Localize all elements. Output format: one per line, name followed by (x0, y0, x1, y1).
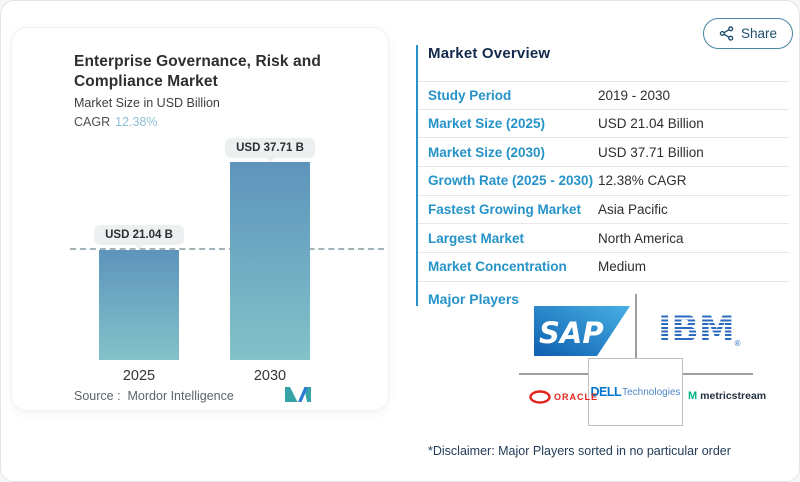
row-value: USD 37.71 Billion (598, 144, 704, 160)
row-value: 12.38% CAGR (598, 173, 687, 189)
ibm-registered-mark: ® (734, 339, 741, 348)
metricstream-logo-text: metricstream (700, 390, 767, 402)
share-icon (719, 26, 734, 41)
cagr-value: 12.38% (115, 115, 158, 129)
axis-label-2030: 2030 (253, 368, 287, 384)
row-label: Fastest Growing Market (428, 202, 582, 218)
mordor-intelligence-logo-icon (285, 387, 311, 407)
market-chart-card: Enterprise Governance, Risk and Complian… (11, 27, 389, 411)
row-value: 2019 - 2030 (598, 87, 671, 103)
row-label: Market Concentration (428, 259, 567, 275)
chart-subtitle: Market Size in USD Billion (74, 96, 220, 110)
row-value: North America (598, 230, 684, 246)
row-label: Largest Market (428, 230, 525, 246)
ibm-logo-icon: IBM® (658, 312, 741, 348)
row-label: Study Period (428, 87, 512, 103)
share-button[interactable]: Share (703, 18, 794, 49)
row-value: Medium (598, 259, 647, 275)
table-row-market-size-2030: Market Size (2030) USD 37.71 Billion (418, 138, 789, 168)
row-label: Growth Rate (2025 - 2030) (428, 173, 594, 189)
share-button-label: Share (741, 26, 778, 41)
overview-table: Study Period 2019 - 2030 Market Size (20… (418, 81, 789, 282)
chart-title-line2: Compliance Market (74, 73, 218, 90)
overview-accent-line (416, 45, 418, 306)
disclaimer-text: *Disclaimer: Major Players sorted in no … (428, 444, 731, 458)
major-players-section: Major Players SAP IBM® DELL Technologies (416, 286, 791, 436)
metricstream-logo-icon: M metricstream (688, 390, 766, 402)
source-value: Mordor Intelligence (127, 389, 234, 403)
chart-title-line1: Enterprise Governance, Risk and (74, 53, 321, 70)
oracle-logo-icon: ORACLE (529, 390, 598, 404)
table-row-growth-rate: Growth Rate (2025 - 2030) 12.38% CAGR (418, 167, 789, 196)
oracle-logo-text: ORACLE (554, 392, 598, 402)
dell-technologies-text: Technologies (622, 386, 681, 398)
reference-dashed-line (70, 248, 384, 250)
dell-logo-text: DELL (590, 385, 622, 399)
chart-cagr: CAGR 12.38% (74, 115, 158, 129)
row-value: USD 21.04 Billion (598, 116, 704, 132)
players-vertical-connector (635, 294, 637, 358)
row-label: Market Size (2030) (428, 144, 546, 160)
chart-title: Enterprise Governance, Risk and Complian… (74, 52, 321, 92)
table-row-market-size-2025: Market Size (2025) USD 21.04 Billion (418, 110, 789, 139)
cagr-label: CAGR (74, 115, 111, 129)
source-label: Source : (74, 389, 121, 403)
ibm-stripes (658, 312, 735, 348)
bar-2030 (230, 162, 310, 360)
overview-heading: Market Overview (428, 45, 551, 62)
value-label-2025: USD 21.04 B (94, 225, 184, 245)
table-row-fastest-growing-market: Fastest Growing Market Asia Pacific (418, 196, 789, 225)
source-row: Source : Mordor Intelligence (74, 389, 234, 403)
table-row-largest-market: Largest Market North America (418, 224, 789, 254)
sap-logo-icon: SAP (534, 306, 630, 361)
major-players-label: Major Players (428, 291, 520, 307)
table-row-market-concentration: Market Concentration Medium (418, 253, 789, 282)
table-row-study-period: Study Period 2019 - 2030 (418, 81, 789, 110)
sap-logo-text: SAP (539, 316, 604, 350)
axis-label-2025: 2025 (122, 368, 156, 384)
value-label-2030: USD 37.71 B (225, 138, 315, 158)
metricstream-icon-glyph: M (688, 389, 698, 402)
dell-technologies-logo-icon: DELL Technologies (588, 358, 683, 426)
row-label: Market Size (2025) (428, 116, 546, 132)
ibm-logo-text: IBM (658, 312, 735, 348)
row-value: Asia Pacific (598, 202, 668, 218)
bar-2025 (99, 250, 179, 360)
